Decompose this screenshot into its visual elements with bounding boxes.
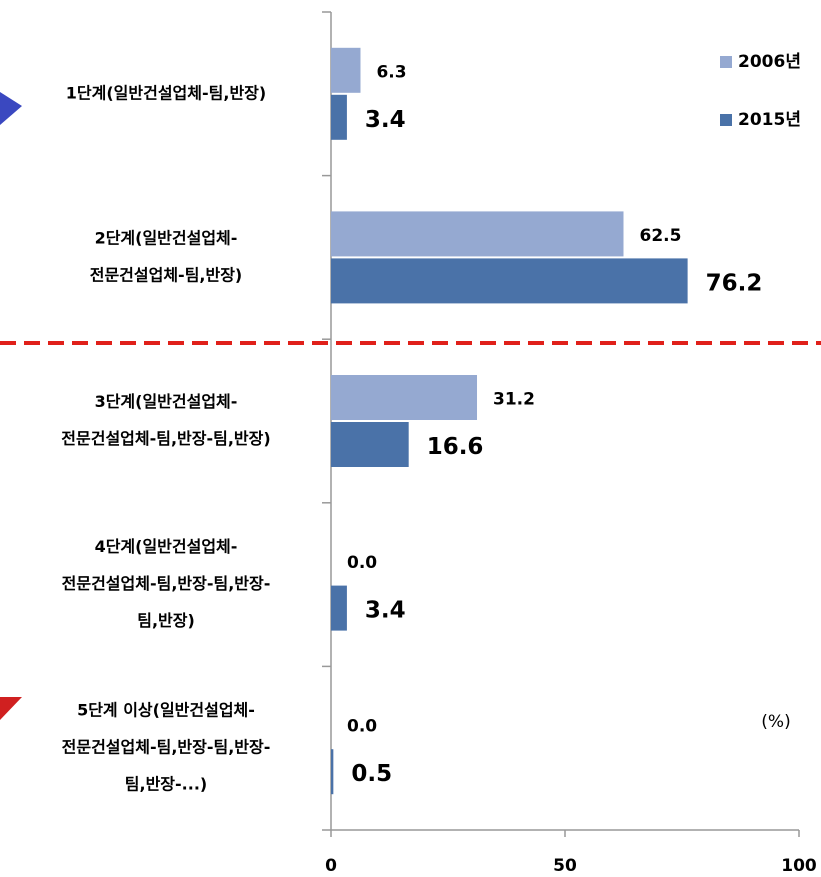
category-label: 5단계 이상(일반건설업체-: [77, 701, 255, 720]
bar: [331, 585, 347, 631]
decoration: [0, 697, 22, 720]
category-label: 전문건설업체-팀,반장-팀,반장-: [62, 574, 271, 593]
category-label: 전문건설업체-팀,반장): [90, 265, 243, 284]
legend-swatch: [720, 114, 732, 126]
x-tick-label: 0: [325, 856, 337, 876]
bar: [331, 211, 624, 257]
category-label: 팀,반장): [137, 611, 195, 630]
category-label: 전문건설업체-팀,반장-팀,반장-: [62, 738, 271, 757]
value-label: 76.2: [706, 270, 763, 296]
legend-swatch: [720, 56, 732, 68]
bar: [331, 47, 361, 93]
category-label: 3단계(일반건설업체-: [95, 392, 238, 411]
value-label: 62.5: [640, 226, 682, 246]
category-label: 1단계(일반건설업체-팀,반장): [66, 83, 266, 102]
bar: [331, 422, 409, 467]
value-label: 16.6: [427, 434, 484, 460]
category-label: 2단계(일반건설업체-: [95, 228, 238, 247]
value-label: 6.3: [376, 62, 406, 82]
category-label: 4단계(일반건설업체-: [95, 537, 238, 556]
x-tick-label: 100: [781, 856, 817, 876]
category-label: 전문건설업체-팀,반장-팀,반장): [61, 429, 270, 448]
legend-label: 2015년: [738, 110, 801, 130]
category-label: 팀,반장-...): [125, 775, 207, 794]
value-label: 3.4: [365, 107, 406, 133]
unit-annotation: (%): [761, 712, 790, 732]
bar: [331, 375, 478, 420]
value-label: 0.5: [351, 761, 392, 787]
decoration: [0, 92, 22, 125]
bar: [331, 749, 334, 795]
value-label: 3.4: [365, 598, 406, 624]
value-label: 0.0: [347, 553, 377, 573]
x-tick-label: 50: [553, 856, 577, 876]
bar: [331, 258, 688, 304]
bar: [331, 94, 347, 140]
value-label: 31.2: [493, 390, 535, 410]
value-label: 0.0: [347, 717, 377, 737]
legend-label: 2006년: [738, 52, 801, 72]
